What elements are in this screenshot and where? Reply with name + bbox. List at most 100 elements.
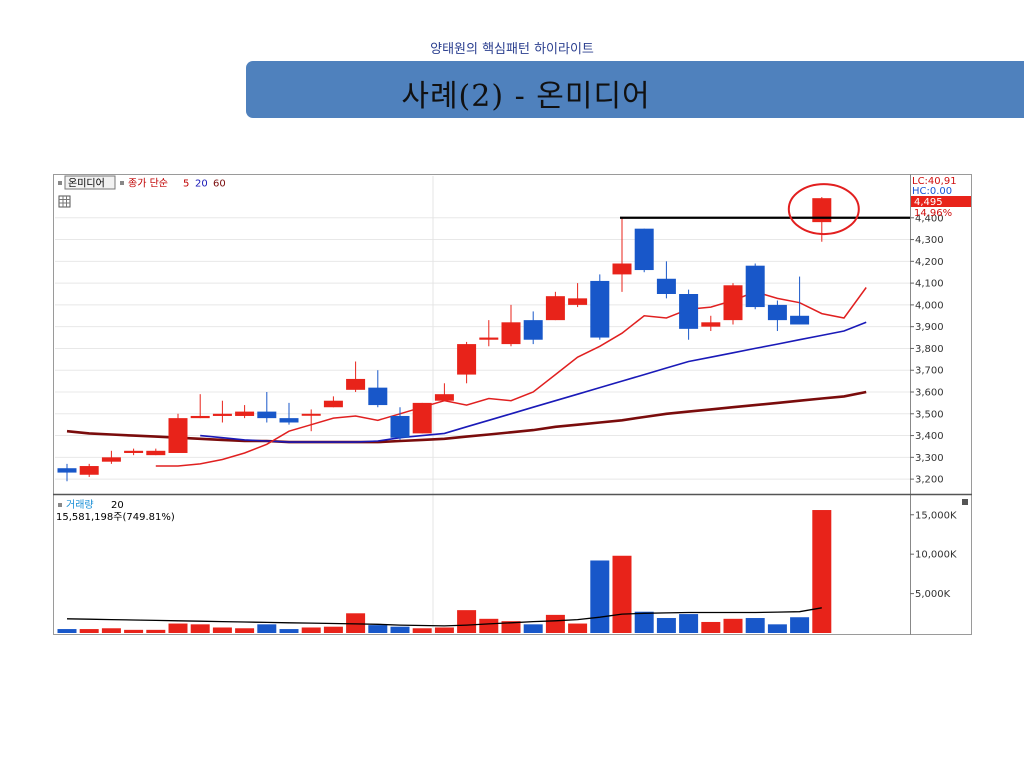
chart-svg: 온미디어 종가 단순 5 20 60 3,2003,3003,4003,5003… <box>53 174 972 635</box>
volume-info: 15,581,198주(749.81%) <box>56 512 175 523</box>
ma5-label: 5 <box>183 179 189 190</box>
price-tick-label: 3,600 <box>915 388 944 399</box>
volume-bar <box>612 555 632 633</box>
price-tick-label: 3,900 <box>915 322 944 333</box>
candle-body <box>323 400 343 408</box>
volume-bar <box>656 618 676 633</box>
candle-body <box>101 457 121 462</box>
volume-bar <box>301 627 321 633</box>
title-bar: 사례(2) - 온미디어 <box>246 61 1024 118</box>
price-tick-label: 4,100 <box>915 279 944 290</box>
candle-body <box>57 468 77 473</box>
volume-tick-label: 5,000K <box>915 589 951 600</box>
lc-label: LC:40,91 <box>912 176 957 187</box>
stock-name-box[interactable] <box>64 175 116 190</box>
volume-ma-line <box>66 607 822 627</box>
candle-body <box>523 320 543 340</box>
candle-body <box>346 378 366 390</box>
candle-body <box>767 304 787 321</box>
price-tick-label: 4,400 <box>915 213 944 224</box>
price-tick-label: 3,200 <box>915 475 944 486</box>
candle-body <box>701 322 721 327</box>
volume-bar <box>346 613 366 633</box>
candle-body <box>545 296 565 321</box>
volume-bar <box>679 614 699 633</box>
volume-bar <box>190 624 210 633</box>
volume-bar <box>701 621 721 633</box>
volume-bar <box>545 614 565 633</box>
candle-body <box>634 228 654 271</box>
panel-control-icon[interactable] <box>962 499 968 505</box>
volume-bar <box>124 629 144 633</box>
candle-body <box>257 411 277 419</box>
candle-body <box>612 263 632 275</box>
volume-label: 거래량 <box>66 499 94 511</box>
candle-body <box>412 402 432 434</box>
volume-legend: 거래량 20 15,581,198주(749.81%) <box>56 499 968 523</box>
candle-body <box>301 413 321 416</box>
volume-bar <box>279 629 299 633</box>
current-price-box <box>911 196 971 207</box>
ma20-label: 20 <box>195 179 208 190</box>
candle-body <box>656 278 676 294</box>
price-tick-label: 4,300 <box>915 235 944 246</box>
legend-bullet <box>120 181 124 185</box>
info-labels: LC:40,91 HC:0.00 4,495 14.96% <box>911 176 971 219</box>
volume-bar <box>146 629 166 633</box>
subtitle: 양태원의 핵심패턴 하이라이트 <box>430 42 594 57</box>
volume-bar <box>723 618 743 633</box>
annotations <box>620 183 910 236</box>
change-percent: 14.96% <box>914 208 952 219</box>
candle-body <box>368 387 388 406</box>
grid-toggle-icon[interactable] <box>58 195 71 208</box>
volume-ma-label: 20 <box>111 500 124 511</box>
volume-bar <box>390 626 410 633</box>
price-legend: 온미디어 종가 단순 5 20 60 <box>58 175 226 208</box>
candle-body <box>745 265 765 308</box>
volume-bar <box>812 510 832 633</box>
volume-bar <box>101 628 121 633</box>
price-tick-label: 3,700 <box>915 366 944 377</box>
price-tick-label: 4,000 <box>915 300 944 311</box>
current-price: 4,495 <box>914 197 943 208</box>
volume-tick-label: 10,000K <box>915 550 957 561</box>
price-tick-label: 3,500 <box>915 409 944 420</box>
candle-body <box>679 294 699 329</box>
candle-body <box>190 415 210 419</box>
volume-bar <box>790 617 810 633</box>
candle-body <box>790 315 810 325</box>
volume-bar <box>479 618 499 633</box>
ma60-label: 60 <box>213 179 226 190</box>
volume-bar <box>568 623 588 633</box>
legend-bullet <box>58 181 62 185</box>
volume-ma <box>66 607 822 627</box>
candle-body <box>568 298 588 305</box>
volume-bar <box>79 629 99 633</box>
stock-name: 온미디어 <box>68 178 105 190</box>
ma60-line <box>66 390 867 444</box>
candles <box>57 197 832 482</box>
volume-bar <box>634 611 654 633</box>
candle-body <box>212 413 232 416</box>
price-tick-label: 3,300 <box>915 453 944 464</box>
chart-frame <box>53 174 972 635</box>
volume-bar <box>235 628 255 633</box>
volume-bar <box>323 626 343 633</box>
candle-body <box>812 198 832 223</box>
page-title: 사례(2) - 온미디어 <box>401 79 651 114</box>
volume-bar <box>57 629 77 633</box>
volume-bar <box>434 627 454 633</box>
candle-body <box>590 280 610 338</box>
candle-body <box>457 344 477 375</box>
highlight-circle <box>787 183 860 236</box>
volume-tick-label: 15,000K <box>915 510 957 521</box>
volume-axis: 5,000K 10,000K 15,000K <box>910 510 957 600</box>
volume-bar <box>168 623 188 633</box>
candle-body <box>168 418 188 453</box>
volume-bar <box>590 560 610 633</box>
candle-body <box>723 285 743 321</box>
volume-bar <box>745 618 765 633</box>
legend-prefix: 종가 단순 <box>128 178 168 190</box>
volume-bar <box>767 624 787 633</box>
volume-bar <box>412 628 432 633</box>
